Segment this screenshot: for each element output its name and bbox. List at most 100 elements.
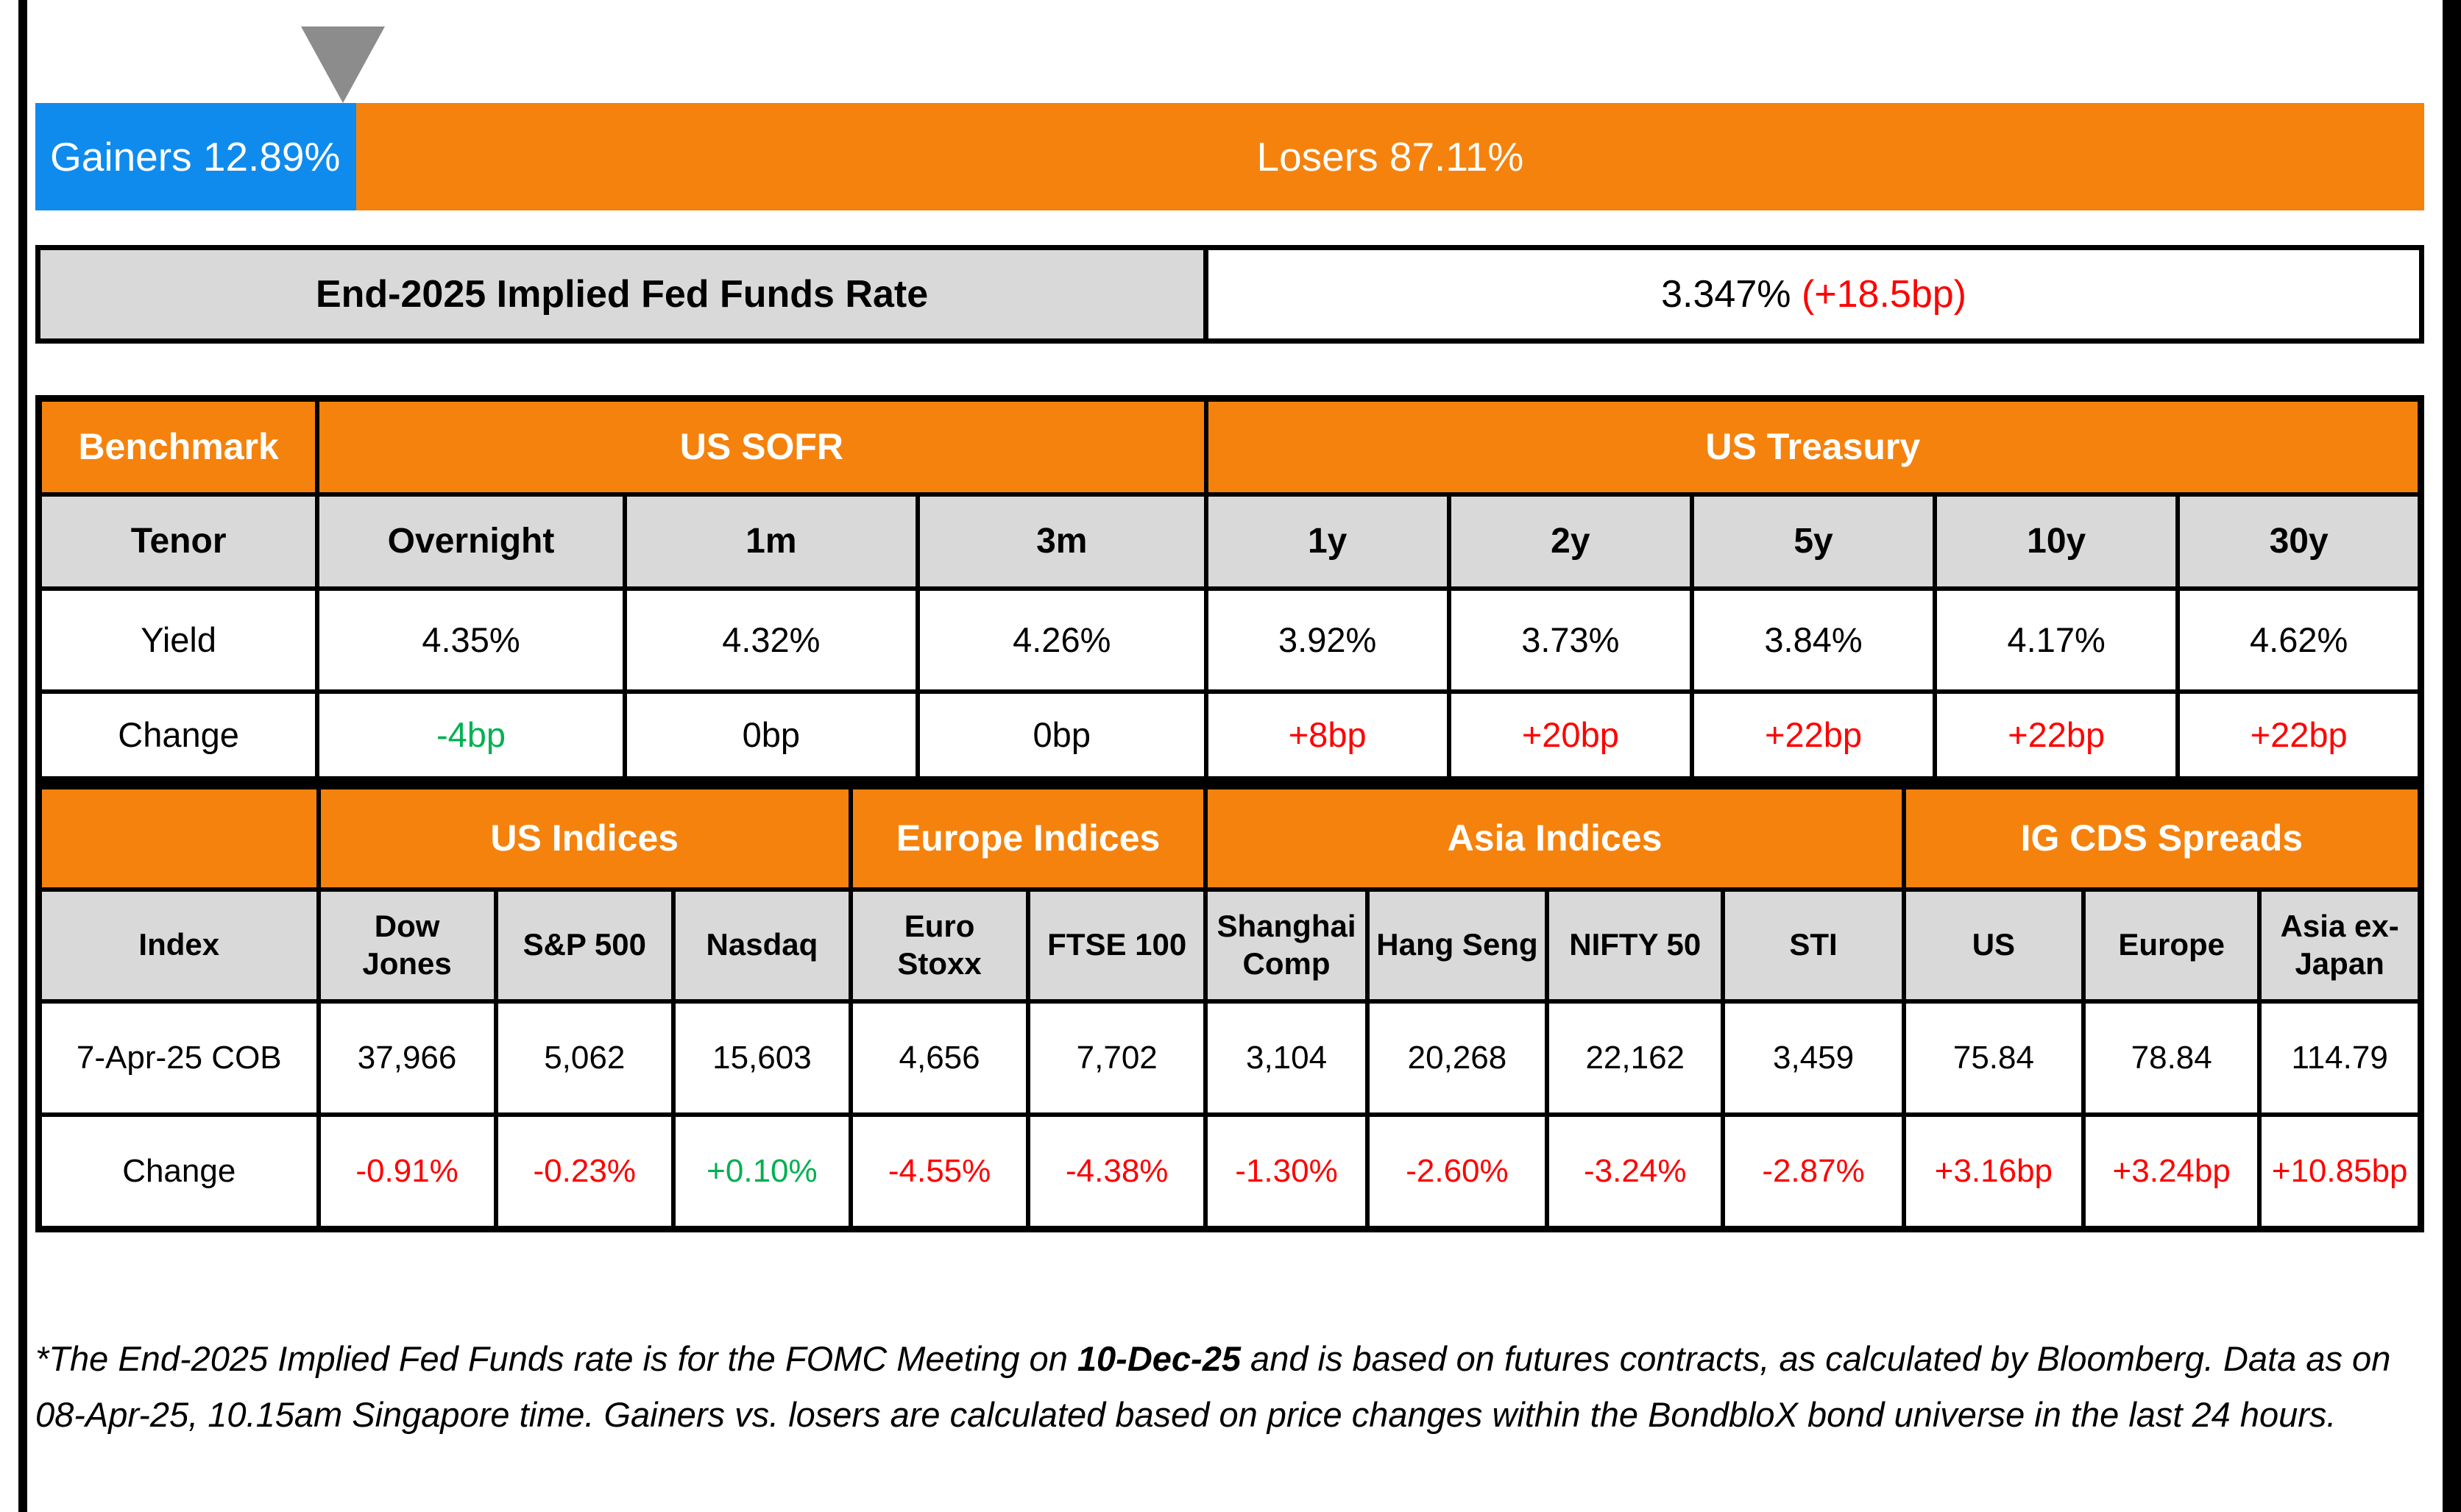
fed-funds-strip: End-2025 Implied Fed Funds Rate 3.347% (… [35,245,2424,344]
footnote-part1: *The End-2025 Implied Fed Funds rate is … [35,1339,1077,1378]
tenor-overnight: Overnight [315,491,627,591]
left-frame-border [18,0,27,1512]
chg-nifty50: -3.24% [1545,1112,1726,1232]
yield-overnight: 4.35% [315,586,627,694]
us-sofr-header: US SOFR [315,396,1208,497]
yield-2y: 3.73% [1446,586,1694,694]
chg-dow-jones: -0.91% [316,1112,498,1232]
tenor-1m: 1m [622,491,920,591]
footnote-part2: and is based on futures contracts, as ca… [35,1339,2391,1435]
col-sti: STI [1721,887,1906,1004]
change-5y: +22bp [1689,689,1938,782]
yield-5y: 3.84% [1689,586,1938,694]
col-nasdaq: Nasdaq [670,887,853,1004]
cob-date-label: 7-Apr-25 COB [36,998,321,1117]
yield-30y: 4.62% [2175,586,2423,694]
chg-cds-europe: +3.24bp [2081,1112,2262,1232]
ig-cds-header: IG CDS Spreads [1901,784,2423,892]
val-cds-us: 75.84 [1901,998,2086,1117]
col-sp500: S&P 500 [493,887,676,1004]
change-1m: 0bp [622,689,920,782]
val-euro-stoxx: 4,656 [848,998,1031,1117]
val-sp500: 5,062 [493,998,676,1117]
yield-row: Yield 4.35% 4.32% 4.26% 3.92% 3.73% 3.84… [36,586,2423,694]
chg-shanghai-comp: -1.30% [1203,1112,1370,1232]
fed-funds-value-cell: 3.347% (+18.5bp) [1203,245,2424,344]
chg-sp500: -0.23% [493,1112,676,1232]
tables-container: Benchmark US SOFR US Treasury Tenor Over… [35,395,2424,1232]
index-name-row: Index Dow Jones S&P 500 Nasdaq Euro Stox… [36,887,2423,1004]
fed-funds-label: End-2025 Implied Fed Funds Rate [35,245,1209,344]
yield-label: Yield [36,586,320,694]
tenor-2y: 2y [1446,491,1694,591]
col-hang-seng: Hang Seng [1364,887,1550,1004]
col-dow-jones: Dow Jones [316,887,498,1004]
indices-header-row: US Indices Europe Indices Asia Indices I… [36,784,2423,892]
tenor-1y: 1y [1203,491,1451,591]
col-euro-stoxx: Euro Stoxx [848,887,1031,1004]
val-cds-europe: 78.84 [2081,998,2262,1117]
change-30y: +22bp [2175,689,2423,782]
val-nasdaq: 15,603 [670,998,853,1117]
tenor-row: Tenor Overnight 1m 3m 1y 2y 5y 10y 30y [36,491,2423,591]
col-nifty50: NIFTY 50 [1545,887,1726,1004]
fed-funds-change: (+18.5bp) [1801,273,1966,316]
change-10y: +22bp [1933,689,2181,782]
asia-indices-header: Asia Indices [1203,784,1906,892]
yield-1y: 3.92% [1203,586,1451,694]
tenor-10y: 10y [1933,491,2181,591]
chg-hang-seng: -2.60% [1364,1112,1550,1232]
val-shanghai-comp: 3,104 [1203,998,1370,1117]
yield-10y: 4.17% [1933,586,2181,694]
gainers-losers-divider-arrow-icon [301,26,385,103]
gainers-label: Gainers 12.89% [50,134,341,180]
cob-values-row: 7-Apr-25 COB 37,966 5,062 15,603 4,656 7… [36,998,2423,1117]
tenor-30y: 30y [2175,491,2423,591]
us-indices-header: US Indices [316,784,853,892]
val-cds-asia-ex-japan: 114.79 [2257,998,2423,1117]
change-3m: 0bp [915,689,1208,782]
benchmark-change-label: Change [36,689,320,782]
change-2y: +20bp [1446,689,1694,782]
us-treasury-header: US Treasury [1203,396,2423,497]
right-frame-border [2443,0,2461,1512]
chg-cds-us: +3.16bp [1901,1112,2086,1232]
col-ftse100: FTSE 100 [1026,887,1208,1004]
val-dow-jones: 37,966 [316,998,498,1117]
chg-cds-asia-ex-japan: +10.85bp [2257,1112,2423,1232]
chg-sti: -2.87% [1721,1112,1906,1232]
benchmark-header-row: Benchmark US SOFR US Treasury [36,396,2423,497]
tenor-3m: 3m [915,491,1208,591]
val-ftse100: 7,702 [1026,998,1208,1117]
indices-table: US Indices Europe Indices Asia Indices I… [35,783,2424,1232]
gainers-segment: Gainers 12.89% [35,103,356,210]
benchmark-table: Benchmark US SOFR US Treasury Tenor Over… [35,395,2424,783]
change-overnight: -4bp [315,689,627,782]
chg-ftse100: -4.38% [1026,1112,1208,1232]
val-sti: 3,459 [1721,998,1906,1117]
benchmark-change-row: Change -4bp 0bp 0bp +8bp +20bp +22bp +22… [36,689,2423,782]
chg-nasdaq: +0.10% [670,1112,853,1232]
yield-1m: 4.32% [622,586,920,694]
fed-funds-value: 3.347% [1661,273,1791,316]
val-hang-seng: 20,268 [1364,998,1550,1117]
losers-label: Losers 87.11% [1256,134,1524,180]
footnote: *The End-2025 Implied Fed Funds rate is … [35,1331,2423,1443]
footnote-bold-date: 10-Dec-25 [1077,1339,1241,1378]
change-1y: +8bp [1203,689,1451,782]
chg-euro-stoxx: -4.55% [848,1112,1031,1232]
indices-change-label: Change [36,1112,321,1232]
col-cds-asia-ex-japan: Asia ex-Japan [2257,887,2423,1004]
europe-indices-header: Europe Indices [848,784,1208,892]
benchmark-header: Benchmark [36,396,320,497]
index-label: Index [36,887,321,1004]
losers-segment: Losers 87.11% [355,103,2424,210]
indices-header-spacer [36,784,321,892]
col-cds-us: US [1901,887,2086,1004]
gainers-losers-bar: Gainers 12.89% Losers 87.11% [35,103,2424,210]
tenor-label: Tenor [36,491,320,591]
col-shanghai-comp: Shanghai Comp [1203,887,1370,1004]
indices-change-row: Change -0.91% -0.23% +0.10% -4.55% -4.38… [36,1112,2423,1232]
tenor-5y: 5y [1689,491,1938,591]
yield-3m: 4.26% [915,586,1208,694]
